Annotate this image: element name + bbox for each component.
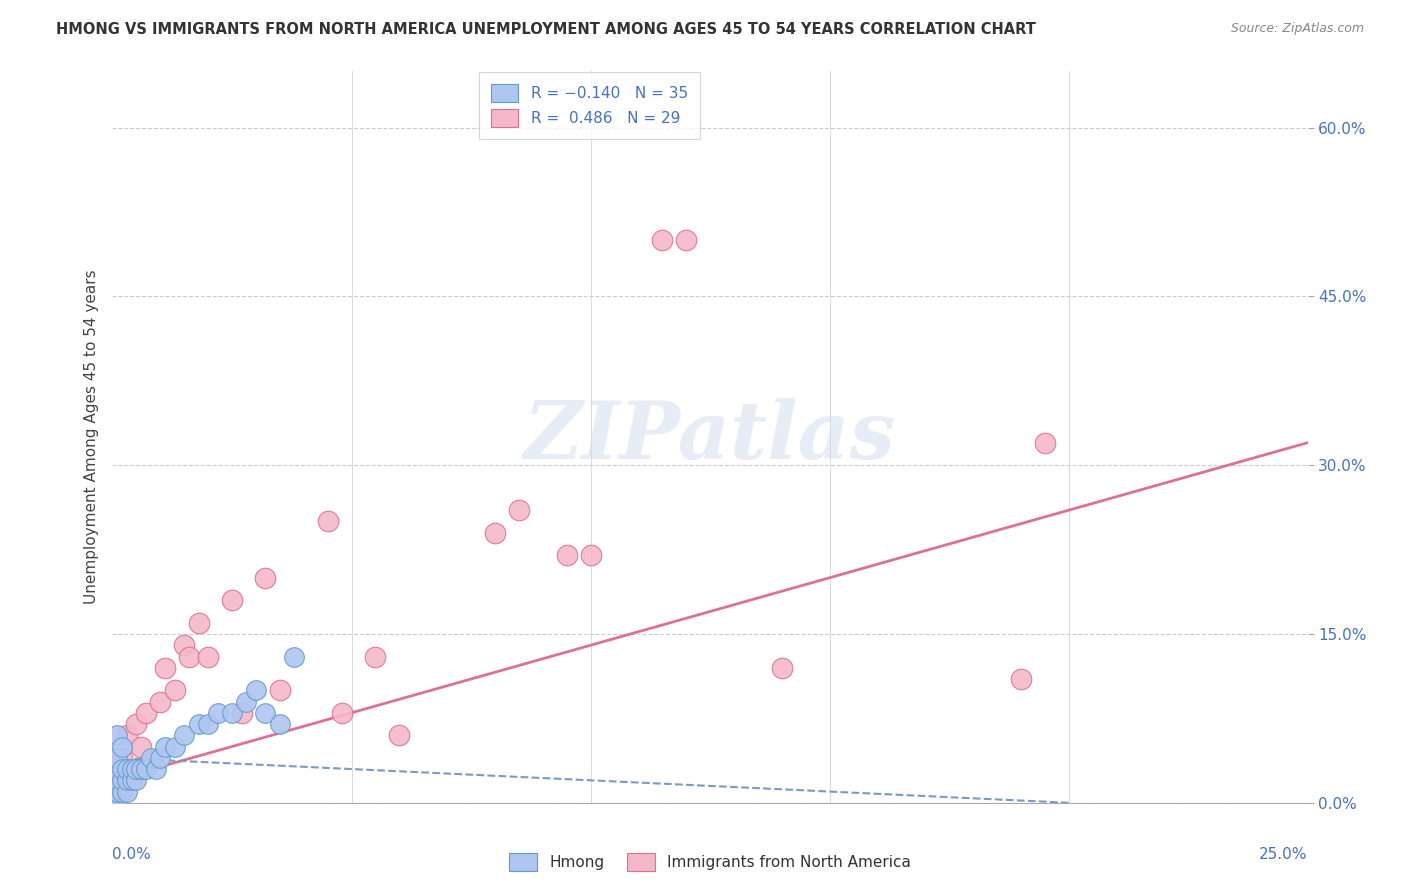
- Point: [135, 706, 157, 720]
- Point: [555, 548, 578, 562]
- Point: [105, 773, 128, 788]
- Point: [115, 762, 138, 776]
- Point: [125, 717, 148, 731]
- Point: [153, 739, 176, 754]
- Point: [101, 784, 124, 798]
- Point: [153, 661, 176, 675]
- Text: ZIPatlas: ZIPatlas: [524, 399, 896, 475]
- Point: [254, 571, 277, 585]
- Point: [105, 728, 128, 742]
- Point: [129, 739, 152, 754]
- Point: [115, 784, 138, 798]
- Point: [145, 762, 167, 776]
- Point: [364, 649, 387, 664]
- Point: [484, 525, 506, 540]
- Point: [651, 233, 673, 247]
- Point: [187, 615, 209, 630]
- Point: [283, 649, 305, 664]
- Point: [111, 739, 134, 754]
- Point: [105, 784, 128, 798]
- Point: [269, 717, 291, 731]
- Point: [101, 790, 124, 805]
- Point: [111, 762, 134, 776]
- Point: [231, 706, 253, 720]
- Point: [149, 694, 172, 708]
- Point: [163, 683, 186, 698]
- Text: HMONG VS IMMIGRANTS FROM NORTH AMERICA UNEMPLOYMENT AMONG AGES 45 TO 54 YEARS CO: HMONG VS IMMIGRANTS FROM NORTH AMERICA U…: [56, 22, 1036, 37]
- Point: [207, 706, 229, 720]
- Point: [125, 762, 148, 776]
- Point: [330, 706, 353, 720]
- Y-axis label: Unemployment Among Ages 45 to 54 years: Unemployment Among Ages 45 to 54 years: [83, 269, 98, 605]
- Point: [316, 515, 339, 529]
- Point: [173, 728, 195, 742]
- Point: [770, 661, 793, 675]
- Point: [579, 548, 602, 562]
- Point: [388, 728, 411, 742]
- Point: [173, 638, 195, 652]
- Point: [105, 751, 128, 765]
- Point: [111, 773, 134, 788]
- Point: [149, 751, 172, 765]
- Text: 0.0%: 0.0%: [112, 847, 152, 862]
- Point: [121, 773, 143, 788]
- Point: [1033, 435, 1056, 450]
- Point: [675, 233, 697, 247]
- Point: [139, 751, 162, 765]
- Point: [269, 683, 291, 698]
- Point: [115, 728, 138, 742]
- Point: [245, 683, 267, 698]
- Point: [111, 751, 134, 765]
- Text: Source: ZipAtlas.com: Source: ZipAtlas.com: [1230, 22, 1364, 36]
- Point: [105, 796, 128, 810]
- Point: [221, 593, 243, 607]
- Point: [1010, 672, 1032, 686]
- Point: [187, 717, 209, 731]
- Point: [121, 762, 143, 776]
- Point: [111, 784, 134, 798]
- Point: [163, 739, 186, 754]
- Point: [221, 706, 243, 720]
- Point: [135, 762, 157, 776]
- Point: [115, 773, 138, 788]
- Point: [125, 773, 148, 788]
- Text: 25.0%: 25.0%: [1260, 847, 1308, 862]
- Point: [508, 503, 530, 517]
- Point: [129, 762, 152, 776]
- Point: [254, 706, 277, 720]
- Point: [177, 649, 200, 664]
- Legend: Hmong, Immigrants from North America: Hmong, Immigrants from North America: [498, 841, 922, 883]
- Point: [197, 717, 219, 731]
- Point: [197, 649, 219, 664]
- Point: [235, 694, 257, 708]
